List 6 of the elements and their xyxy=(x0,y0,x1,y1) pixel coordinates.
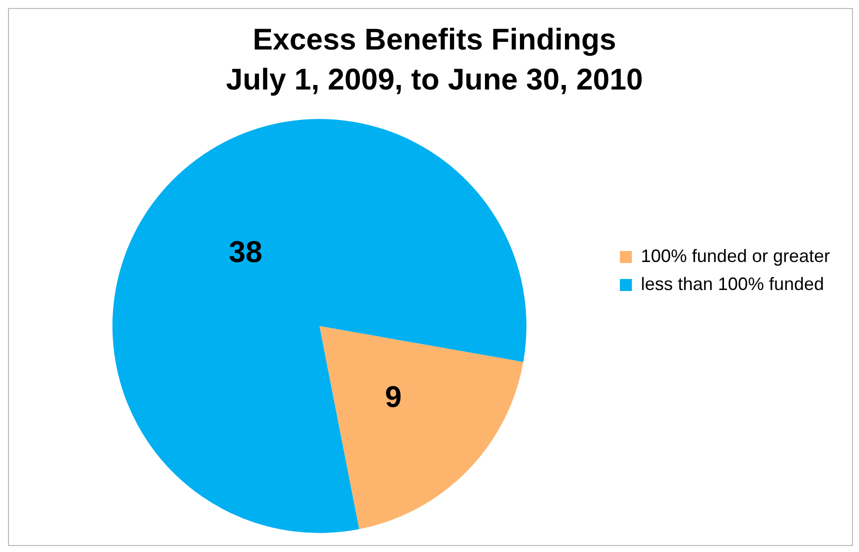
data-label: 9 xyxy=(384,380,402,414)
legend-label: 100% funded or greater xyxy=(640,246,830,266)
legend-label: less than 100% funded xyxy=(640,274,824,294)
data-label: 38 xyxy=(228,236,262,269)
chart-subtitle: July 1, 2009, to June 30, 2010 xyxy=(226,63,643,96)
chart-title: Excess Benefits Findings xyxy=(252,23,616,56)
